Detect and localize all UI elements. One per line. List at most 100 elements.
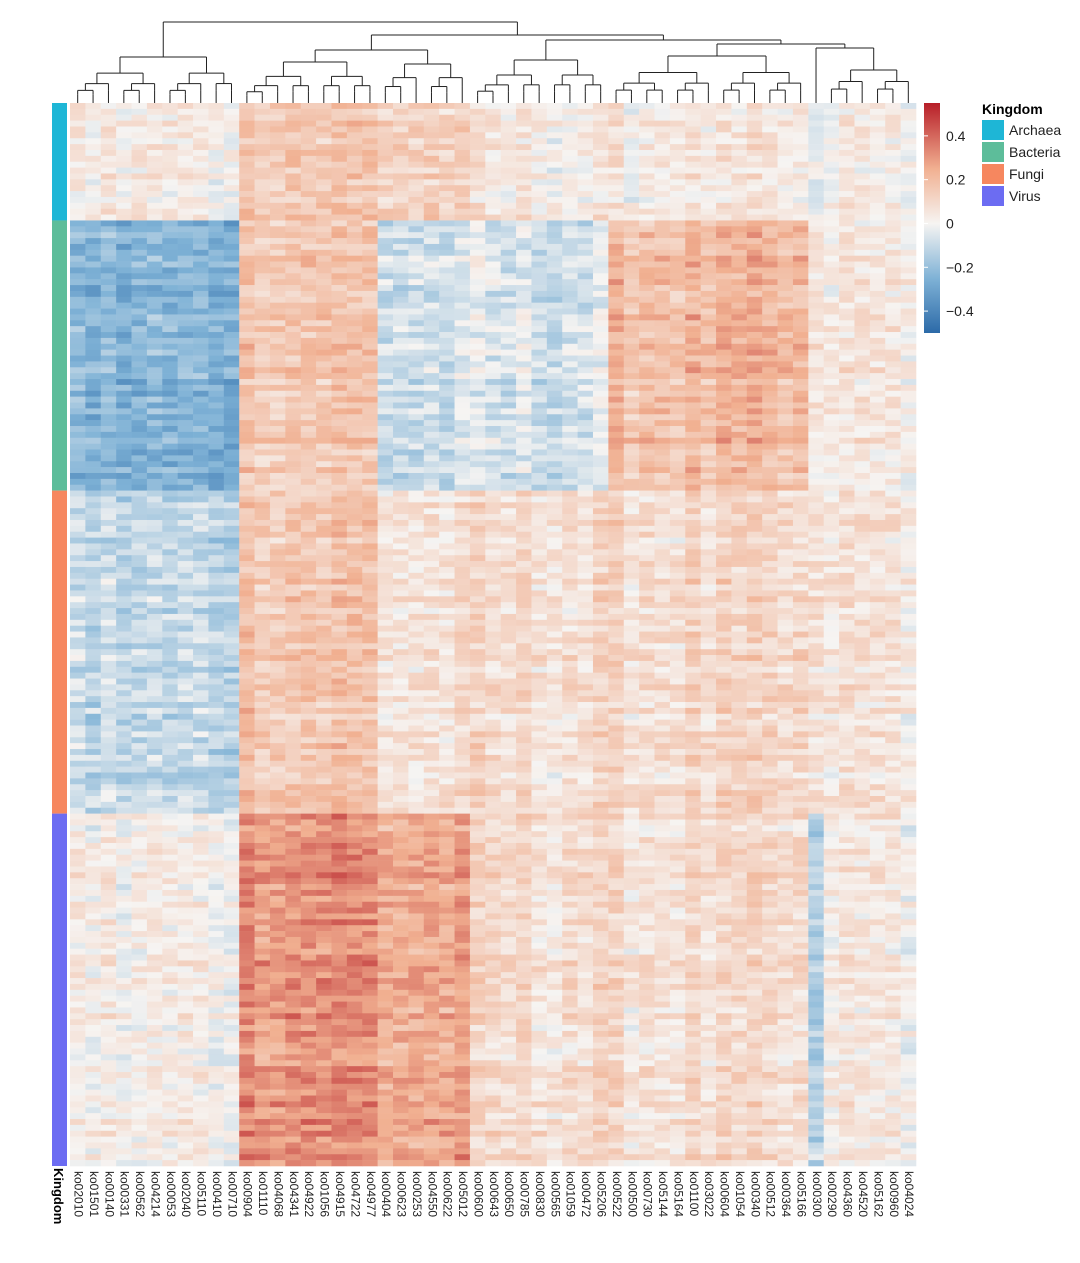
heatmap-cell: [208, 356, 224, 362]
heatmap-cell: [793, 508, 809, 514]
heatmap-cell: [224, 309, 240, 315]
heatmap-cell: [347, 232, 363, 238]
heatmap-cell: [808, 314, 824, 320]
heatmap-cell: [270, 168, 286, 174]
heatmap-cell: [485, 138, 501, 144]
heatmap-cell: [793, 491, 809, 497]
heatmap-cell: [178, 232, 194, 238]
heatmap-cell: [439, 426, 455, 432]
heatmap-cell: [501, 361, 517, 367]
heatmap-cell: [331, 273, 347, 279]
heatmap-cell: [255, 397, 271, 403]
heatmap-cell: [901, 162, 917, 168]
heatmap-cell: [378, 256, 394, 262]
heatmap-cell: [701, 426, 717, 432]
heatmap-cell: [178, 473, 194, 479]
heatmap-cell: [793, 232, 809, 238]
heatmap-cell: [362, 543, 378, 549]
heatmap-cell: [301, 185, 317, 191]
heatmap-cell: [501, 262, 517, 268]
heatmap-cell: [624, 496, 640, 502]
heatmap-cell: [408, 168, 424, 174]
heatmap-cell: [639, 579, 655, 585]
heatmap-cell: [701, 285, 717, 291]
heatmap-cell: [270, 385, 286, 391]
heatmap-cell: [885, 215, 901, 221]
heatmap-cell: [793, 514, 809, 520]
heatmap-cell: [331, 220, 347, 226]
heatmap-cell: [162, 373, 178, 379]
heatmap-cell: [778, 162, 794, 168]
heatmap-cell: [608, 203, 624, 209]
heatmap-cell: [147, 602, 163, 608]
heatmap-cell: [424, 138, 440, 144]
heatmap-cell: [901, 250, 917, 256]
heatmap-cell: [470, 179, 486, 185]
heatmap-cell: [531, 532, 547, 538]
heatmap-cell: [424, 191, 440, 197]
heatmap-cell: [208, 397, 224, 403]
heatmap-cell: [854, 438, 870, 444]
heatmap-cell: [854, 538, 870, 544]
heatmap-cell: [362, 168, 378, 174]
heatmap-cell: [208, 555, 224, 561]
heatmap-cell: [116, 602, 132, 608]
heatmap-cell: [270, 426, 286, 432]
heatmap-cell: [485, 602, 501, 608]
heatmap-cell: [208, 226, 224, 232]
heatmap-cell: [470, 191, 486, 197]
heatmap-cell: [747, 379, 763, 385]
heatmap-cell: [270, 549, 286, 555]
heatmap-cell: [731, 496, 747, 502]
heatmap-cell: [316, 244, 332, 250]
heatmap-cell: [162, 256, 178, 262]
heatmap-cell: [208, 191, 224, 197]
heatmap-cell: [655, 150, 671, 156]
heatmap-cell: [147, 397, 163, 403]
heatmap-cell: [378, 467, 394, 473]
heatmap-cell: [162, 203, 178, 209]
heatmap-cell: [470, 549, 486, 555]
heatmap-cell: [701, 579, 717, 585]
heatmap-cell: [670, 144, 686, 150]
heatmap-cell: [193, 309, 209, 315]
heatmap-cell: [70, 244, 86, 250]
heatmap-cell: [362, 279, 378, 285]
heatmap-cell: [501, 250, 517, 256]
heatmap-cell: [885, 256, 901, 262]
heatmap-cell: [839, 291, 855, 297]
heatmap-cell: [270, 209, 286, 215]
heatmap-cell: [178, 538, 194, 544]
heatmap-cell: [347, 590, 363, 596]
heatmap-cell: [854, 526, 870, 532]
heatmap-cell: [747, 561, 763, 567]
heatmap-cell: [455, 467, 471, 473]
heatmap-cell: [901, 232, 917, 238]
heatmap-cell: [470, 226, 486, 232]
heatmap-cell: [639, 309, 655, 315]
heatmap-cell: [593, 567, 609, 573]
heatmap-cell: [208, 608, 224, 614]
heatmap-cell: [639, 326, 655, 332]
heatmap-cell: [70, 573, 86, 579]
heatmap-cell: [624, 596, 640, 602]
heatmap-cell: [593, 573, 609, 579]
heatmap-cell: [470, 173, 486, 179]
heatmap-cell: [331, 608, 347, 614]
heatmap-cell: [347, 461, 363, 467]
heatmap-cell: [885, 250, 901, 256]
heatmap-cell: [824, 173, 840, 179]
heatmap-cell: [824, 344, 840, 350]
heatmap-cell: [701, 585, 717, 591]
heatmap-cell: [485, 121, 501, 127]
heatmap-cell: [485, 309, 501, 315]
heatmap-cell: [301, 267, 317, 273]
heatmap-cell: [193, 220, 209, 226]
heatmap-cell: [747, 432, 763, 438]
heatmap-cell: [716, 262, 732, 268]
heatmap-cell: [362, 179, 378, 185]
heatmap-cell: [393, 467, 409, 473]
heatmap-cell: [624, 262, 640, 268]
heatmap-cell: [178, 179, 194, 185]
heatmap-cell: [716, 385, 732, 391]
